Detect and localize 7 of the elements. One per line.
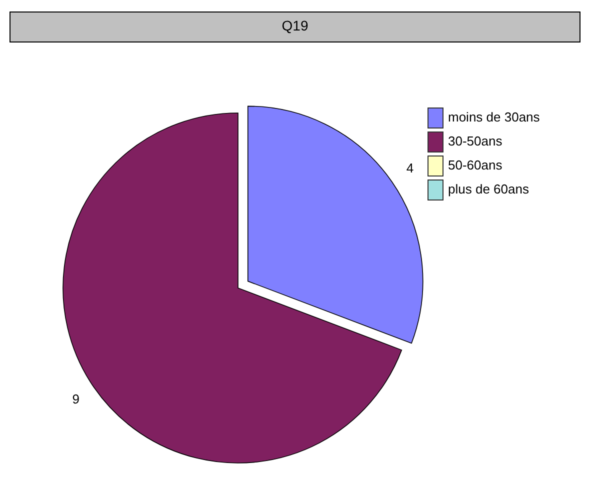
legend-label: 50-60ans (448, 157, 503, 172)
legend-label: moins de 30ans (448, 109, 540, 124)
data-label: 9 (72, 391, 80, 406)
legend-label: 30-50ans (448, 133, 503, 148)
data-label: 4 (406, 160, 414, 176)
legend-label: plus de 60ans (448, 181, 530, 196)
chart-title: Q19 (282, 18, 308, 34)
